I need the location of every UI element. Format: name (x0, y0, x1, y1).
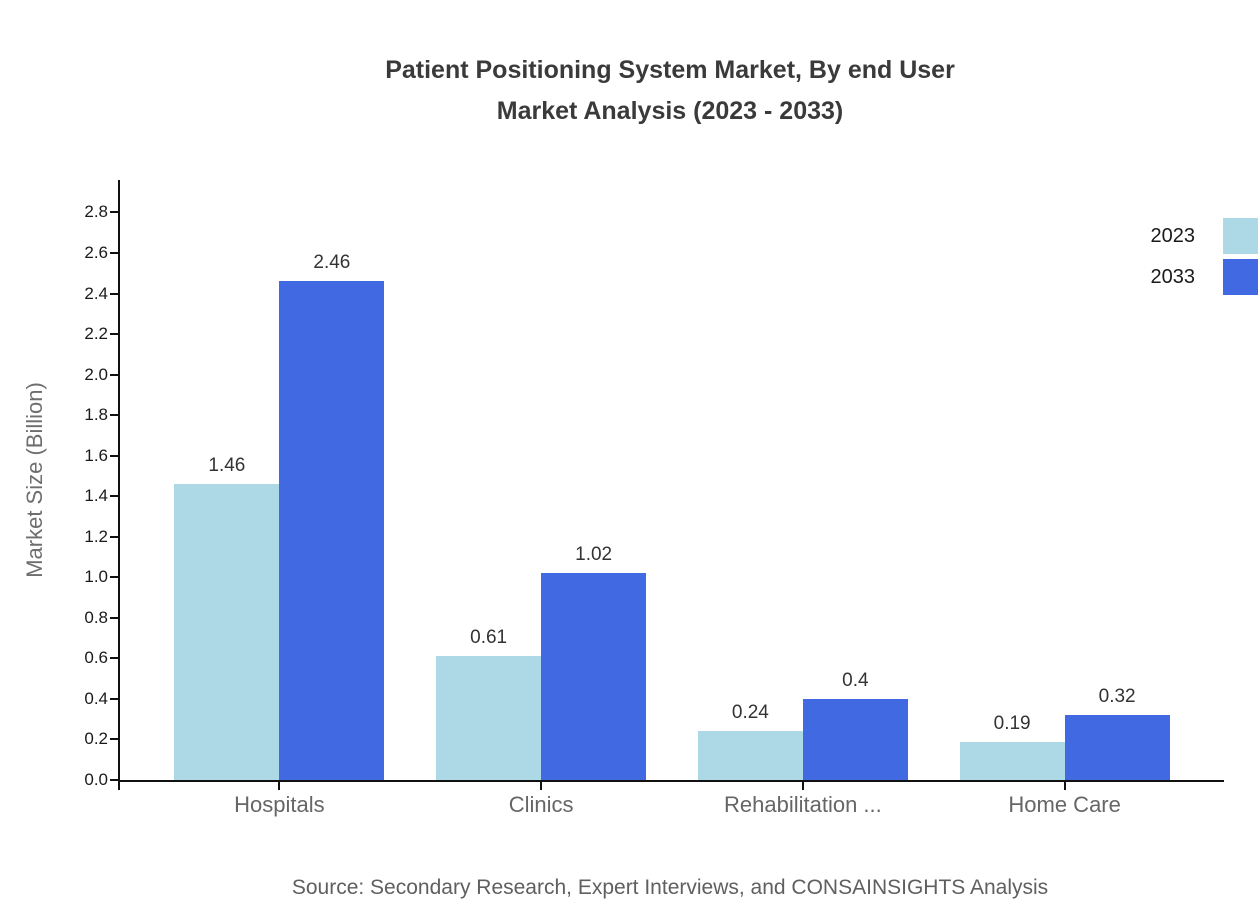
y-tick-mark (110, 414, 118, 417)
y-tick-mark (110, 251, 118, 254)
legend-swatch-2023 (1223, 218, 1258, 254)
y-tick-mark (110, 211, 118, 214)
x-tick-mark-home-care (1063, 782, 1066, 790)
y-tick-label: 0.6 (84, 648, 108, 668)
chart-title-line-1: Patient Positioning System Market, By en… (385, 56, 955, 84)
y-tick-label: 2.6 (84, 242, 108, 262)
y-tick-mark (110, 616, 118, 619)
bar-2023-hospitals (174, 484, 280, 780)
bar-2033-rehabilitation (802, 698, 908, 780)
plot-area: 0.0 0.2 0.4 0.6 0.8 1.0 1.2 1.4 1.6 1.8 2.0 2.2 2.4 2… (84, 180, 1224, 817)
x-tick-mark-hospitals (278, 782, 281, 790)
y-axis-title: Market Size (Billion) (22, 382, 47, 578)
bar-value-2033-home-care: 0.32 (1098, 686, 1136, 708)
bar-value-2033-clinics: 1.02 (575, 544, 613, 566)
bar-2023-clinics (436, 656, 542, 780)
y-tick-mark (110, 373, 118, 376)
x-category-label-clinics: Clinics (508, 792, 574, 817)
y-tick-label: 1.4 (84, 486, 108, 506)
x-tick-mark-rehabilitation (801, 782, 804, 790)
y-tick-label: 0.2 (84, 729, 108, 749)
y-tick-mark (110, 657, 118, 660)
legend: 2023 2033 (1150, 218, 1258, 295)
y-tick-mark (110, 333, 118, 336)
y-tick-label: 2.2 (84, 324, 108, 344)
x-category-label-hospitals: Hospitals (234, 792, 325, 817)
bar-value-2023-hospitals: 1.46 (208, 455, 246, 477)
bar-2023-rehabilitation (697, 731, 803, 780)
y-tick-label: 2.4 (84, 283, 108, 303)
chart-title: Patient Positioning System Market, By en… (80, 50, 1260, 132)
y-tick-mark (110, 454, 118, 457)
y-tick-label: 1.8 (84, 405, 108, 425)
x-tick-mark-clinics (540, 782, 543, 790)
legend-label-2023: 2023 (1150, 224, 1196, 247)
y-tick-label: 1.6 (84, 445, 108, 465)
source-attribution: Source: Secondary Research, Expert Inter… (291, 876, 1049, 899)
x-category-label-home-care: Home Care (1008, 792, 1121, 817)
bar-value-2033-rehabilitation: 0.4 (842, 669, 869, 691)
y-tick-label: 0.0 (84, 770, 108, 789)
bar-value-2023-home-care: 0.19 (993, 712, 1031, 734)
y-tick-label: 2.8 (84, 202, 108, 222)
x-axis-origin-tick (118, 782, 120, 790)
y-tick-label: 1.2 (84, 526, 108, 546)
legend-swatch-2033 (1223, 259, 1258, 295)
bar-value-2033-hospitals: 2.46 (313, 252, 351, 274)
y-tick-mark (110, 292, 118, 295)
legend-label-2033: 2033 (1150, 265, 1196, 288)
bar-value-2023-clinics: 0.61 (470, 627, 508, 649)
y-tick-mark (110, 779, 118, 781)
legend-item-2023: 2023 (1150, 218, 1258, 254)
y-tick-mark (110, 738, 118, 741)
y-tick-mark (110, 697, 118, 700)
bar-2033-home-care (1064, 715, 1170, 780)
y-tick-label: 1.0 (84, 567, 108, 587)
bar-2033-clinics (541, 573, 647, 780)
y-tick-label: 2.0 (84, 364, 108, 384)
x-category-label-rehabilitation: Rehabilitation ... (723, 792, 882, 817)
bar-value-2023-rehabilitation: 0.24 (731, 702, 769, 724)
y-tick-mark (110, 535, 118, 538)
bar-2023-home-care (959, 741, 1065, 780)
y-tick-mark (110, 495, 118, 498)
chart-title-line-2: Market Analysis (2023 - 2033) (496, 97, 844, 125)
legend-item-2033: 2033 (1150, 259, 1258, 295)
y-tick-label: 0.4 (84, 688, 108, 708)
bar-2033-hospitals (279, 281, 385, 780)
y-tick-mark (110, 576, 118, 579)
y-tick-label: 0.8 (84, 607, 108, 627)
